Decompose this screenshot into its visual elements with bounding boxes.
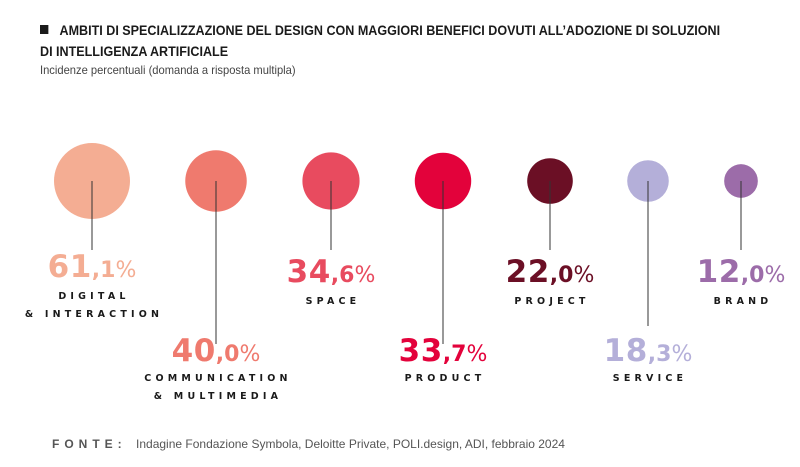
category-label-line: & MULTIMEDIA [153,391,283,402]
value-decimal: ,0 [740,263,765,288]
value-integer: 61 [47,249,92,285]
value-unit: % [764,263,786,288]
category-label-line: & INTERACTION [24,309,164,320]
value-unit: % [466,342,488,367]
category-label: PRODUCT [405,370,486,388]
value-decimal: ,6 [330,263,355,288]
bubble-chart-svg [54,143,758,344]
title-square-icon [40,25,49,34]
chart-subtitle: Incidenze percentuali (domanda a rispost… [40,63,296,77]
category-label-line: COMMUNICATION [144,373,292,384]
value-unit: % [671,342,693,367]
data-label: 34,6% [287,257,376,288]
data-label: 22,0% [506,257,595,288]
value-integer: 22 [505,254,550,290]
value-unit: % [573,263,595,288]
data-label: 18,3% [604,336,693,367]
data-label: 12,0% [697,257,786,288]
category-label: BRAND [714,293,773,311]
category-label-line: DIGITAL [58,291,130,302]
value-integer: 18 [603,333,648,369]
category-label: COMMUNICATION & MULTIMEDIA [144,370,291,406]
category-label: PROJECT [514,293,589,311]
category-label: DIGITAL & INTERACTION [25,288,163,324]
category-label: SPACE [306,293,361,311]
source-text: Indagine Fondazione Symbola, Deloitte Pr… [136,437,565,451]
value-decimal: ,1 [91,258,116,283]
source-key: FONTE: [52,437,127,451]
value-unit: % [115,258,137,283]
value-integer: 12 [696,254,741,290]
bubble-chart: 61,1% DIGITAL & INTERACTION 40,0% COMMUNICAT… [25,143,786,406]
value-decimal: ,0 [549,263,574,288]
value-decimal: ,0 [215,342,240,367]
value-integer: 33 [398,333,443,369]
value-decimal: ,7 [442,342,467,367]
data-label: 40,0% [172,336,261,367]
category-label-line: BRAND [713,296,773,307]
chart-title: AMBITI DI SPECIALIZZAZIONE DEL DESIGN CO… [40,20,728,62]
chart-title-text: AMBITI DI SPECIALIZZAZIONE DEL DESIGN CO… [40,23,721,59]
value-integer: 40 [171,333,216,369]
data-label: 33,7% [399,336,488,367]
value-unit: % [239,342,261,367]
source-note: FONTE: Indagine Fondazione Symbola, Delo… [52,437,565,451]
category-label-line: SERVICE [612,373,688,384]
category-label-line: PRODUCT [404,373,486,384]
category-label-line: PROJECT [514,296,590,307]
value-integer: 34 [286,254,331,290]
value-unit: % [354,263,376,288]
value-decimal: ,3 [647,342,672,367]
category-label-line: SPACE [305,296,361,307]
data-label: 61,1% [48,252,137,283]
category-label: SERVICE [613,370,687,388]
